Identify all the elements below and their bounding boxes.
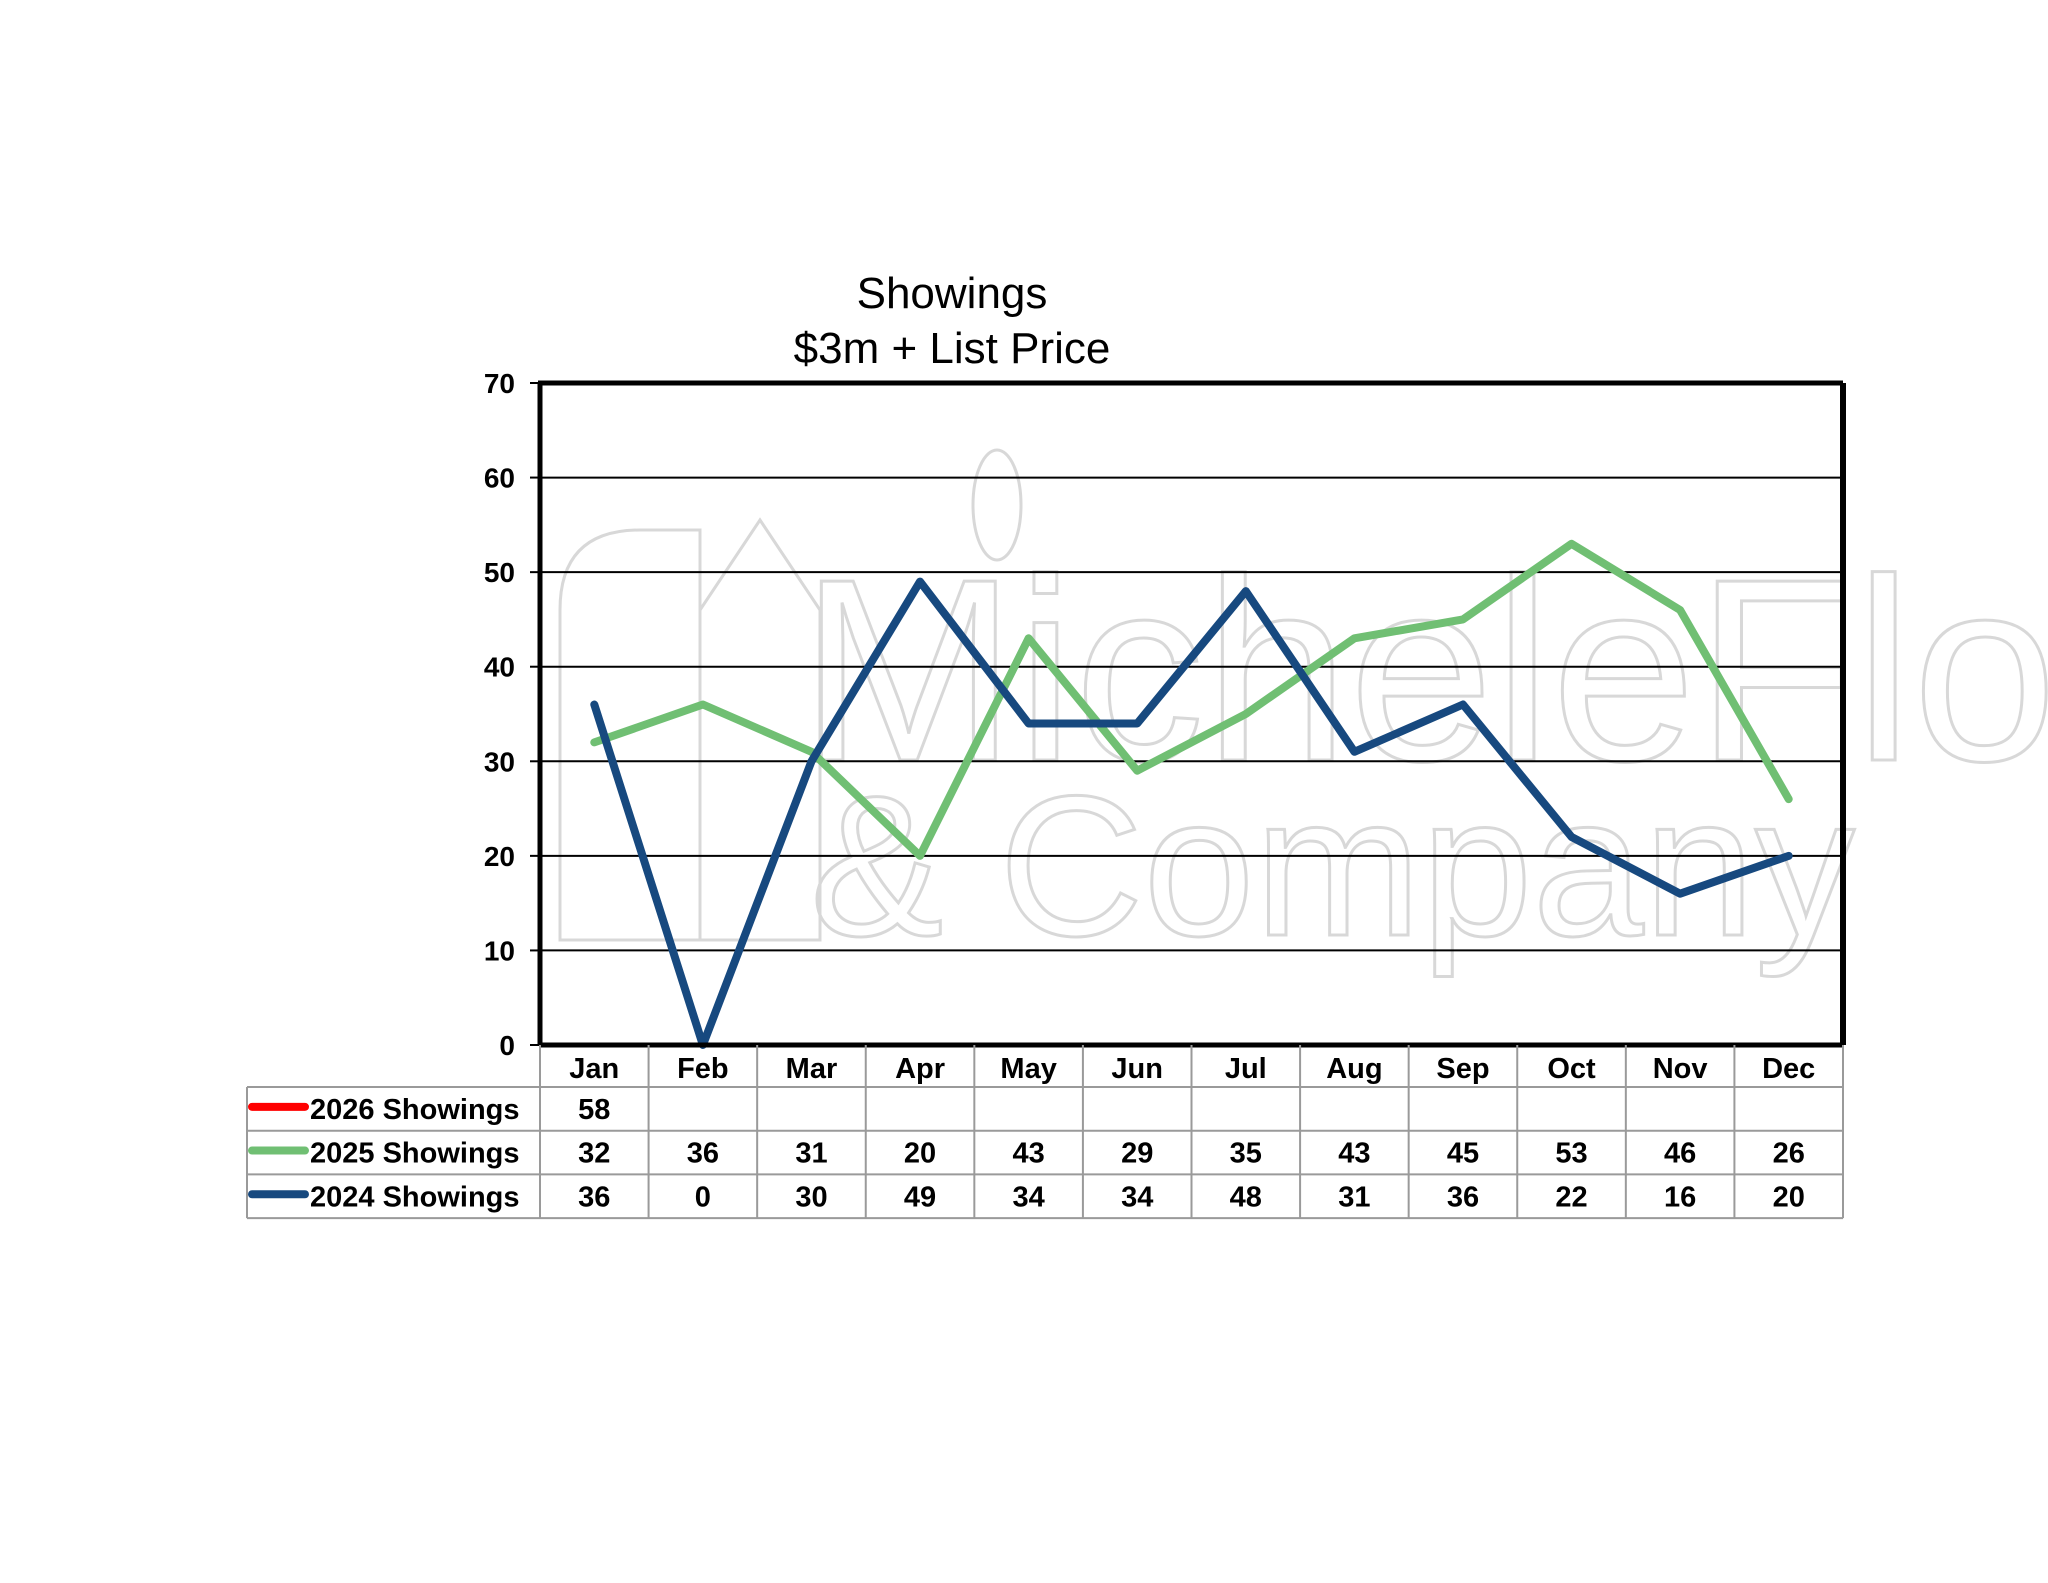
data-label: 46 xyxy=(1664,1138,1696,1170)
series-lines xyxy=(590,539,1793,1049)
data-label: 34 xyxy=(1012,1181,1044,1213)
data-label: 43 xyxy=(1338,1138,1370,1170)
x-category-label: Sep xyxy=(1436,1053,1489,1085)
watermark-house-icon xyxy=(558,517,822,942)
data-label: 16 xyxy=(1664,1181,1696,1213)
y-tick-label: 60 xyxy=(484,463,515,494)
x-category-label: Dec xyxy=(1762,1053,1815,1085)
x-category-label: Nov xyxy=(1653,1053,1708,1085)
x-category-label: Jul xyxy=(1225,1053,1267,1085)
data-label: 31 xyxy=(1338,1181,1370,1213)
x-category-label: Mar xyxy=(786,1053,838,1085)
y-tick-label: 10 xyxy=(484,935,515,966)
data-label: 20 xyxy=(1773,1181,1805,1213)
chart-title-line-2: $3m + List Price xyxy=(794,324,1111,373)
x-category-label: Jan xyxy=(569,1053,619,1085)
data-label: 36 xyxy=(578,1181,610,1213)
data-label: 45 xyxy=(1447,1138,1479,1170)
data-label: 58 xyxy=(578,1094,610,1126)
grid-lines xyxy=(540,476,1843,952)
x-category-label: Jun xyxy=(1111,1053,1163,1085)
chart-title-line-1: Showings xyxy=(857,269,1048,318)
data-label: 26 xyxy=(1773,1138,1805,1170)
data-label: 31 xyxy=(795,1138,827,1170)
watermark-line-2: & Company xyxy=(810,755,1855,978)
data-label: 0 xyxy=(695,1181,711,1213)
data-label: 49 xyxy=(904,1181,936,1213)
y-tick-label: 50 xyxy=(484,557,515,588)
x-category-label: Feb xyxy=(677,1053,729,1085)
x-category-label: May xyxy=(1000,1053,1056,1085)
data-label: 20 xyxy=(904,1138,936,1170)
x-category-label: Oct xyxy=(1547,1053,1596,1085)
x-category-label: Apr xyxy=(895,1053,945,1085)
data-label: 29 xyxy=(1121,1138,1153,1170)
data-table: Jan Feb Mar Apr May Jun Jul Aug Sep Oct Nov Dec2026… xyxy=(246,1045,1844,1220)
y-tick-label: 40 xyxy=(484,652,515,683)
data-label: 30 xyxy=(795,1181,827,1213)
data-label: 48 xyxy=(1230,1181,1262,1213)
data-label: 53 xyxy=(1555,1138,1587,1170)
data-label: 22 xyxy=(1555,1181,1587,1213)
data-label: 34 xyxy=(1121,1181,1153,1213)
watermark-line-1: MicheleFlory xyxy=(800,526,2048,817)
data-label: 36 xyxy=(1447,1181,1479,1213)
legend-label: 2024 Showings xyxy=(310,1181,520,1213)
watermark: MicheleFlory& Company xyxy=(558,448,2048,980)
x-category-label: Aug xyxy=(1326,1053,1382,1085)
y-tick-label: 0 xyxy=(499,1030,515,1061)
data-label: 43 xyxy=(1012,1138,1044,1170)
data-label: 36 xyxy=(687,1138,719,1170)
watermark-feather-icon xyxy=(971,448,1023,562)
data-label: 32 xyxy=(578,1138,610,1170)
y-tick-label: 20 xyxy=(484,841,515,872)
series-line-1 xyxy=(590,539,1793,860)
y-tick-label: 70 xyxy=(484,368,515,399)
legend-label: 2025 Showings xyxy=(310,1138,520,1170)
legend-label: 2026 Showings xyxy=(310,1094,520,1126)
y-tick-label: 30 xyxy=(484,746,515,777)
data-label: 35 xyxy=(1230,1138,1262,1170)
series-line-2 xyxy=(590,577,1793,1049)
y-axis: 0 10 20 30 40 50 60 70 xyxy=(484,368,540,1061)
